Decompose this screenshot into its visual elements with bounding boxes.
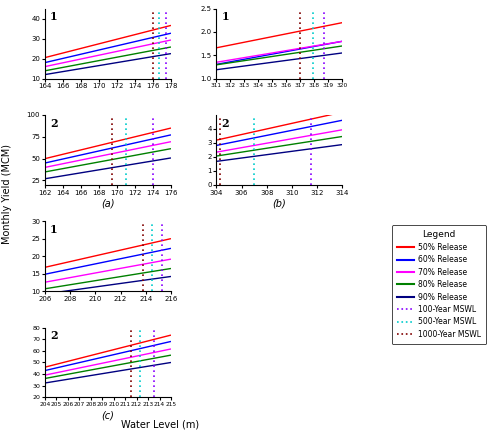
Legend: 50% Release, 60% Release, 70% Release, 80% Release, 90% Release, 100-Year MSWL, : 50% Release, 60% Release, 70% Release, 8…: [392, 225, 486, 344]
Text: Monthly Yield (MCM): Monthly Yield (MCM): [2, 144, 12, 245]
Text: Water Level (m): Water Level (m): [121, 420, 199, 430]
Text: 2: 2: [222, 118, 229, 129]
X-axis label: (b): (b): [272, 198, 286, 209]
X-axis label: (a): (a): [101, 198, 114, 209]
Text: 1: 1: [222, 11, 229, 22]
Text: 2: 2: [50, 330, 58, 341]
X-axis label: (c): (c): [102, 410, 114, 420]
Text: 1: 1: [50, 11, 58, 22]
Text: 1: 1: [50, 224, 58, 235]
Text: 2: 2: [50, 118, 58, 129]
